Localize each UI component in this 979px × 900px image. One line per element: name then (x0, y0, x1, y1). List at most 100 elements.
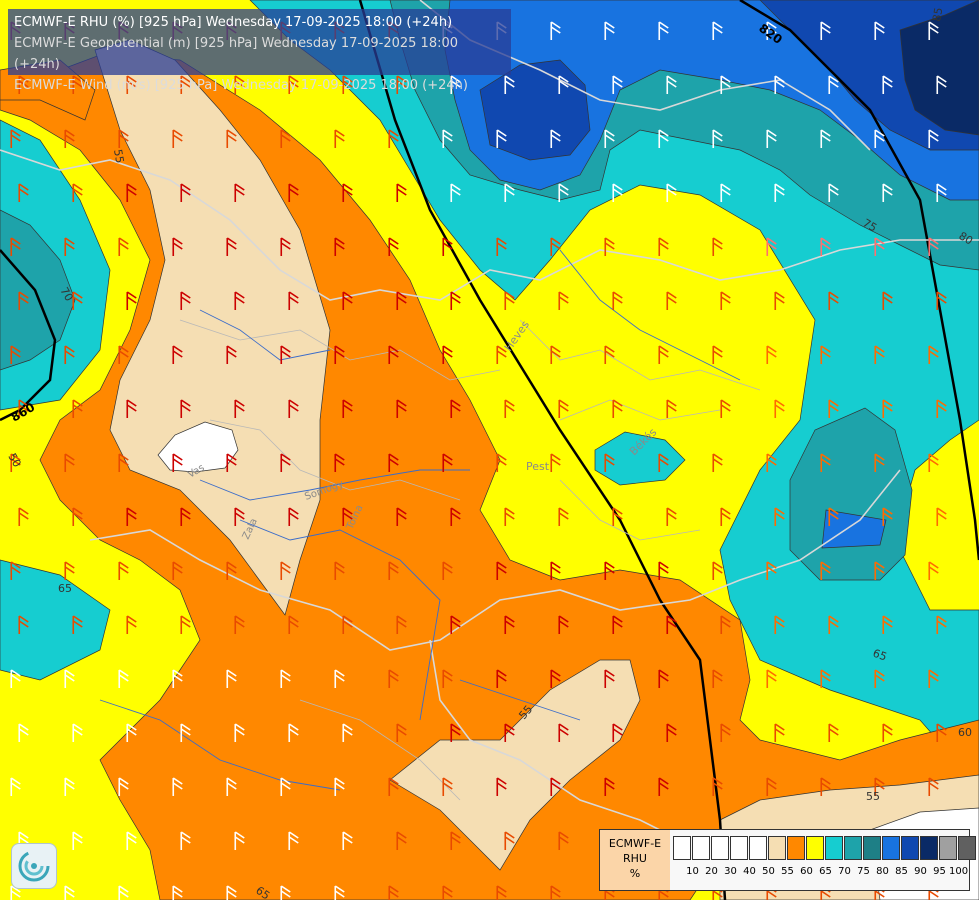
wind-barbs (10, 21, 947, 900)
legend-swatch (882, 836, 900, 860)
wind-barb (496, 561, 507, 580)
legend-swatch (673, 836, 691, 860)
wind-barb (658, 777, 669, 796)
wind-barb (928, 129, 939, 148)
legend-unit: % (629, 867, 641, 880)
wind-barb (496, 453, 507, 472)
wind-barb (936, 291, 947, 310)
wind-barb (442, 885, 453, 900)
wind-barb (504, 291, 515, 310)
contour-label-85: 85 (930, 6, 945, 22)
wind-barb (118, 345, 129, 364)
wind-barb (226, 237, 237, 256)
legend-tick: 85 (895, 866, 908, 877)
wind-barb (118, 669, 129, 688)
wind-barb (180, 507, 191, 526)
wind-barb (604, 237, 615, 256)
wind-barb (180, 183, 191, 202)
wind-barb (118, 237, 129, 256)
wind-barb (10, 669, 21, 688)
wind-barb (928, 21, 939, 40)
wind-barb (558, 615, 569, 634)
wind-barb (388, 885, 399, 900)
wind-barb (172, 561, 183, 580)
contour-label-50: 50 (5, 451, 23, 470)
wind-barb (766, 669, 777, 688)
geopotential-line-860 (0, 249, 57, 422)
wind-barb (342, 723, 353, 742)
wind-barb (504, 723, 515, 742)
rhu-50-region (157, 421, 239, 473)
legend-tick: 75 (857, 866, 870, 877)
wind-barb (342, 615, 353, 634)
wind-barb (874, 777, 885, 796)
contour-label-65a: 65 (58, 582, 72, 595)
legend-swatch (787, 836, 805, 860)
wind-barb (820, 669, 831, 688)
contour-label-70: 70 (57, 285, 75, 304)
wind-barb (558, 75, 569, 94)
wind-barb (874, 345, 885, 364)
wind-barb (658, 129, 669, 148)
wind-barb (928, 345, 939, 364)
wind-barb (180, 399, 191, 418)
wind-barb (928, 453, 939, 472)
wind-barb (64, 345, 75, 364)
wind-barb (10, 129, 21, 148)
wind-barb (720, 507, 731, 526)
wind-barb (936, 615, 947, 634)
wind-barb (658, 669, 669, 688)
contour-label-65b: 65 (253, 884, 272, 900)
wind-barb (180, 291, 191, 310)
wind-barb (666, 507, 677, 526)
wind-barb (388, 453, 399, 472)
legend-label: ECMWF-E RHU % (600, 830, 670, 890)
wind-barb (396, 723, 407, 742)
wind-barb (820, 129, 831, 148)
wind-barb (18, 507, 29, 526)
wind-barb (828, 75, 839, 94)
wind-barb (766, 453, 777, 472)
rhu-85-region-northwest (479, 59, 591, 161)
wind-barb (712, 561, 723, 580)
wind-barb (820, 21, 831, 40)
legend-tick: 40 (743, 866, 756, 877)
wind-barb (612, 723, 623, 742)
legend-swatches (673, 836, 977, 860)
wind-barb (936, 399, 947, 418)
wind-barb (928, 237, 939, 256)
wind-barb (612, 75, 623, 94)
wind-barb (550, 561, 561, 580)
wind-barb (118, 777, 129, 796)
wind-barb (234, 399, 245, 418)
wind-barb (342, 75, 353, 94)
wind-barb (504, 615, 515, 634)
wind-barb (172, 237, 183, 256)
wind-barb (280, 453, 291, 472)
wind-barb (658, 345, 669, 364)
wind-barb (64, 669, 75, 688)
wind-barb (10, 237, 21, 256)
wind-barb (280, 561, 291, 580)
wind-barb (604, 561, 615, 580)
wind-barb (766, 21, 777, 40)
wind-barb (550, 453, 561, 472)
wind-barb (720, 723, 731, 742)
rhu-90-region-northeast (899, 0, 979, 136)
wind-barb (442, 453, 453, 472)
wind-barb (126, 615, 137, 634)
wind-barb (126, 75, 137, 94)
wind-barb (828, 723, 839, 742)
wind-barb (550, 237, 561, 256)
wind-barb (550, 129, 561, 148)
wind-barb (396, 183, 407, 202)
wind-barb (234, 507, 245, 526)
wind-barb (442, 129, 453, 148)
wind-barb (936, 723, 947, 742)
wind-barb (820, 237, 831, 256)
wind-barb (288, 507, 299, 526)
wind-barb (928, 561, 939, 580)
wind-barb (64, 885, 75, 900)
legend-tick: 90 (914, 866, 927, 877)
